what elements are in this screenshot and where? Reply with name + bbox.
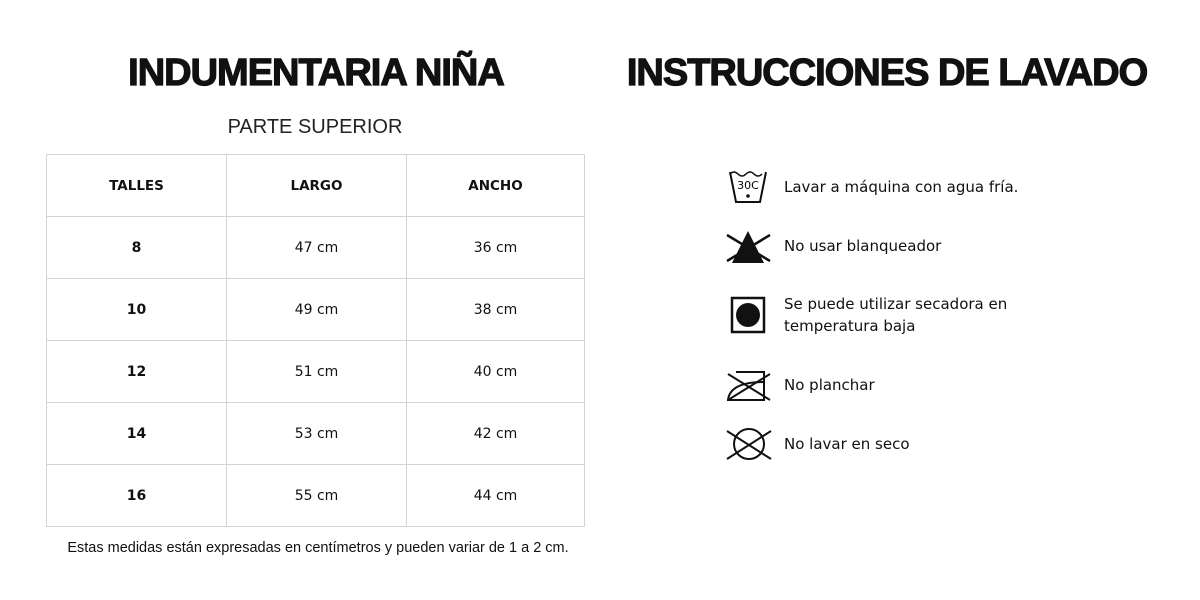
width-cell: 36 cm (406, 216, 585, 279)
size-cell: 10 (46, 278, 227, 341)
length-cell: 49 cm (226, 278, 407, 341)
care-label: No usar blanqueador (784, 237, 942, 255)
width-cell: 44 cm (406, 464, 585, 527)
table-header: TALLES LARGO ANCHO (46, 154, 585, 217)
width-cell: 40 cm (406, 340, 585, 403)
care-item: No lavar en seco (724, 423, 1024, 465)
care-item: No planchar (724, 364, 1024, 406)
column-header: TALLES (46, 154, 227, 217)
size-table: TALLES LARGO ANCHO 8 47 cm 36 cm 10 49 cm 38 … (46, 154, 585, 527)
column-header: LARGO (226, 154, 407, 217)
no-iron-icon (726, 371, 771, 401)
no-bleach-icon (726, 231, 771, 263)
length-cell: 47 cm (226, 216, 407, 279)
no-dry-clean-icon (726, 428, 772, 460)
column-header: ANCHO (406, 154, 585, 217)
size-cell: 8 (46, 216, 227, 279)
care-item: No usar blanqueador (724, 225, 1024, 267)
size-cell: 16 (46, 464, 227, 527)
care-label: No planchar (784, 376, 875, 394)
care-item: 30C Lavar a máquina con agua fría. (724, 166, 1024, 208)
care-label: Se puede utilizar secadora en temperatur… (784, 295, 1008, 335)
table-row: 16 55 cm 44 cm (46, 464, 585, 527)
care-label: No lavar en seco (784, 435, 910, 453)
table-row: 12 51 cm 40 cm (46, 340, 585, 403)
table-row: 10 49 cm 38 cm (46, 278, 585, 341)
size-cell: 12 (46, 340, 227, 403)
size-chart-subtitle: PARTE SUPERIOR (227, 116, 403, 138)
length-cell: 51 cm (226, 340, 407, 403)
wash-30c-icon: 30C (729, 171, 767, 203)
table-row: 14 53 cm 42 cm (46, 402, 585, 465)
care-label: Lavar a máquina con agua fría. (784, 178, 1019, 196)
care-item: Se puede utilizar secadora en temperatur… (724, 293, 1024, 337)
length-cell: 55 cm (226, 464, 407, 527)
size-chart-title: INDUMENTARIA NIÑA (128, 51, 506, 94)
size-cell: 14 (46, 402, 227, 465)
washing-instructions-title: INSTRUCCIONES DE LAVADO (626, 51, 1148, 94)
tumble-dry-low-icon (730, 296, 766, 334)
length-cell: 53 cm (226, 402, 407, 465)
width-cell: 42 cm (406, 402, 585, 465)
svg-text:30C: 30C (737, 179, 759, 192)
measurement-note: Estas medidas están expresadas en centím… (67, 540, 569, 556)
width-cell: 38 cm (406, 278, 585, 341)
table-row: 8 47 cm 36 cm (46, 216, 585, 279)
